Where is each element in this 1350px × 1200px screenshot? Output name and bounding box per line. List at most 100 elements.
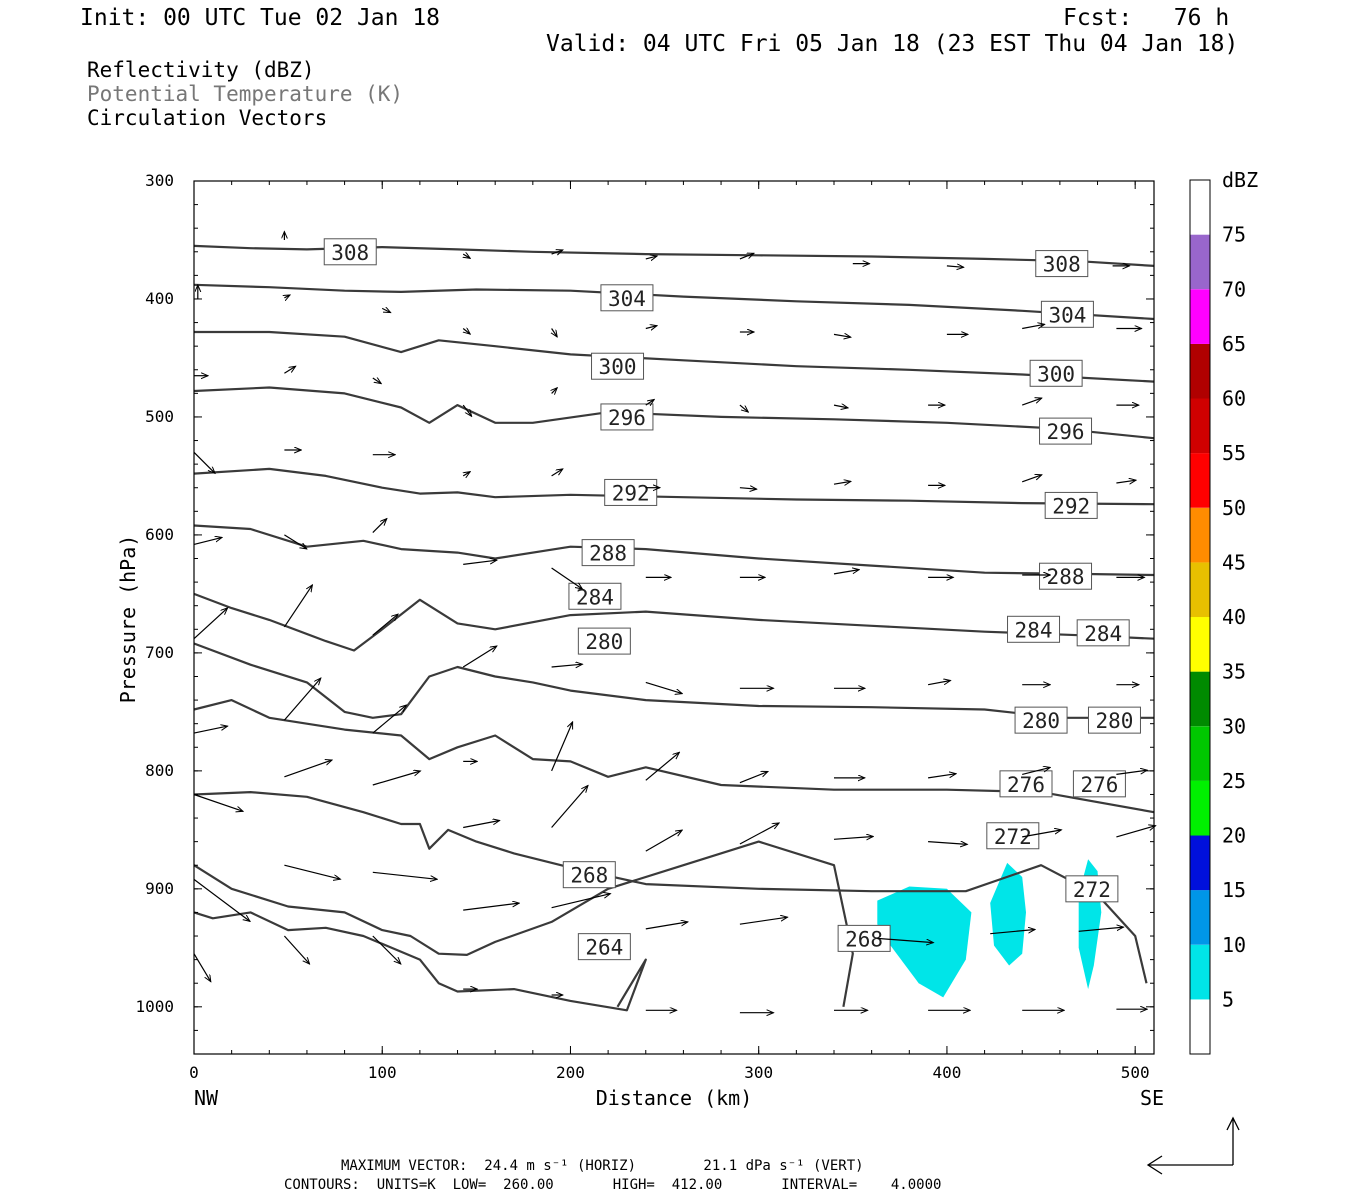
init-time: Init: 00 UTC Tue 02 Jan 18 [80, 5, 441, 31]
circulation-vector [463, 472, 470, 476]
circulation-vector [551, 664, 583, 667]
theta-label-box-276 [999, 770, 1053, 798]
theta-contour-276 [193, 699, 1155, 814]
y-tick-label: 600 [145, 525, 174, 544]
circulation-vector [739, 772, 768, 784]
circulation-vector [739, 253, 754, 260]
circulation-vector [463, 329, 470, 335]
x-axis-title: Distance (km) [596, 1086, 753, 1110]
colorbar-swatch [1190, 890, 1210, 945]
circulation-vector [739, 404, 748, 412]
theta-label-296: 296 [608, 406, 646, 430]
theta-label-308: 308 [1043, 253, 1081, 277]
theta-label-268: 268 [845, 927, 883, 951]
circulation-vector [551, 894, 611, 909]
theta-label-292: 292 [612, 481, 650, 505]
theta-contour-304 [193, 283, 1155, 321]
circulation-vector [1022, 767, 1050, 775]
circulation-vector [645, 830, 682, 852]
y-axis-title: Pressure (hPa) [116, 535, 140, 704]
theta-label-box-280 [577, 627, 631, 655]
circulation-vector [1116, 770, 1147, 775]
colorbar-swatch [1190, 671, 1210, 727]
theta-contour-layer: 308 308 304 304 300 300 296 296 292 292 288 288 284 2… [193, 238, 1155, 1012]
colorbar-swatch [1190, 726, 1210, 781]
x-tick-label: 200 [556, 1063, 585, 1082]
colorbar-label: 45 [1222, 550, 1246, 574]
circulation-vector [462, 404, 471, 416]
theta-label-box-276 [1072, 770, 1126, 798]
theta-label-box-280 [1087, 706, 1141, 734]
theta-label-280: 280 [1096, 709, 1134, 733]
circulation-vector [739, 823, 779, 845]
colorbar-label: 30 [1222, 714, 1246, 738]
circulation-vector [372, 871, 437, 879]
theta-contour-300 [194, 330, 1155, 383]
x-tick-label: 300 [744, 1063, 773, 1082]
plot-frame [193, 180, 1155, 1055]
circulation-vector [381, 308, 390, 312]
theta-label-292: 292 [1052, 494, 1090, 518]
colorbar-label: 75 [1222, 223, 1246, 247]
circulation-vector [551, 469, 563, 477]
theta-label-300: 300 [1037, 362, 1075, 386]
x-tick-label: 500 [1121, 1063, 1150, 1082]
circulation-vector [193, 608, 228, 640]
circulation-vector [1021, 475, 1042, 483]
y-tick-label: 500 [145, 407, 174, 426]
colorbar-label: 10 [1222, 933, 1246, 957]
circulation-vector [284, 295, 290, 298]
theta-contour-296 [193, 386, 1155, 440]
theta-contour-264 [193, 911, 647, 1012]
circulation-vector [462, 646, 497, 668]
circulation-vector [551, 722, 574, 772]
circulation-vector [833, 334, 851, 337]
colorbar-label: 40 [1222, 605, 1246, 629]
theta-label-box-308 [323, 238, 377, 266]
theta-label-276: 276 [1080, 773, 1118, 797]
forecast-hour: Fcst: 76 h [1063, 5, 1230, 31]
colorbar-swatch [1190, 944, 1210, 1000]
circulation-vector [193, 793, 243, 812]
theta-label-box-296 [1039, 417, 1093, 445]
circulation-vector [372, 614, 398, 636]
circulation-vector [1116, 480, 1136, 483]
theta-label-288: 288 [1047, 565, 1085, 589]
circulation-vector [739, 488, 757, 489]
theta-label-284: 284 [1015, 618, 1053, 642]
circulation-vector [1022, 324, 1044, 330]
theta-label-272: 272 [1073, 878, 1111, 902]
colorbar-label: 65 [1222, 332, 1246, 356]
theta-contour-284 [193, 592, 1155, 652]
theta-label-276: 276 [1007, 773, 1045, 797]
circulation-vector [1116, 826, 1155, 838]
circulation-vector [645, 922, 688, 930]
circulation-vector [284, 760, 332, 778]
colorbar-swatch [1190, 180, 1210, 235]
theta-label-296: 296 [1047, 420, 1085, 444]
circulation-vector [283, 678, 320, 721]
theta-label-264: 264 [585, 936, 623, 960]
circulation-vector [551, 567, 583, 589]
theta-label-box-292 [1044, 491, 1098, 519]
circulation-vector [946, 266, 964, 267]
colorbar-label: 5 [1222, 987, 1234, 1011]
x-tick-label: 400 [932, 1063, 961, 1082]
theta-label-box-272 [1065, 875, 1119, 903]
circulation-vector [833, 570, 859, 575]
colorbar-swatch [1190, 835, 1210, 891]
circulation-vector [833, 837, 873, 840]
circulation-vector [833, 405, 848, 408]
circulation-vector [1078, 927, 1124, 932]
circulation-vector [877, 937, 933, 942]
y-tick-label: 400 [145, 289, 174, 308]
colorbar-label: 55 [1222, 441, 1246, 465]
colorbar-swatch [1190, 289, 1210, 344]
circulation-vector [284, 366, 295, 374]
colorbar-border [1189, 179, 1211, 1055]
circulation-vector [928, 774, 956, 779]
circulation-vector [463, 903, 519, 911]
colorbar-label: 15 [1222, 878, 1246, 902]
circulation-vector [193, 953, 211, 982]
